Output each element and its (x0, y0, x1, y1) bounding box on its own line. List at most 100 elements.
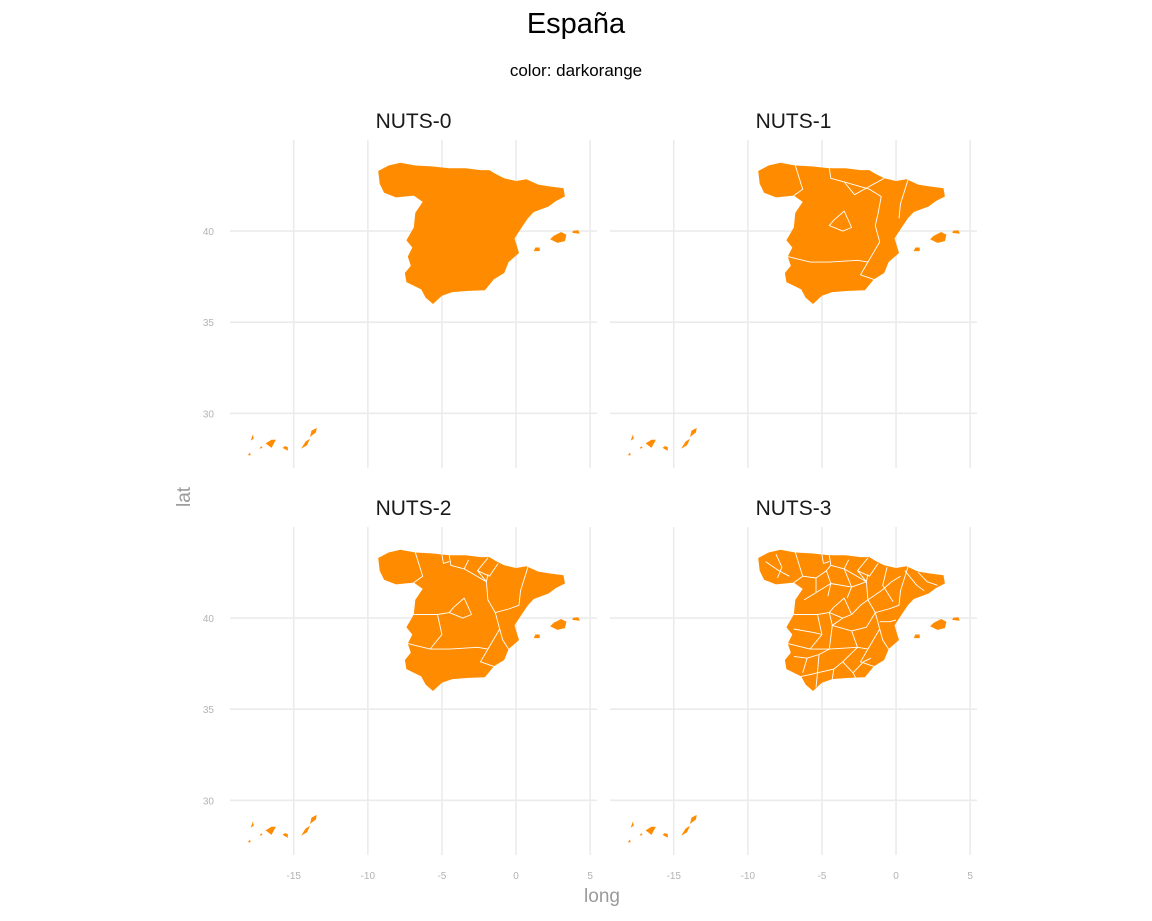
region-border (499, 628, 509, 650)
region-island (952, 230, 960, 234)
region-island (310, 814, 317, 824)
region-island (930, 619, 947, 630)
y-tick-label: 30 (203, 409, 215, 420)
y-tick-label: 40 (203, 227, 215, 238)
panel-label: NUTS-2 (376, 497, 452, 520)
region-border (787, 256, 868, 263)
region-border (448, 597, 473, 619)
region-border (828, 597, 853, 619)
region-island (690, 814, 697, 824)
region-border (828, 625, 833, 650)
region-border (867, 575, 901, 601)
region-island (627, 452, 631, 456)
region-border (898, 179, 909, 219)
region-border (831, 669, 835, 680)
region-border (828, 168, 882, 280)
region-island (630, 821, 634, 828)
region-island (572, 230, 580, 234)
region-island (282, 833, 288, 838)
y-tick-label: 35 (203, 318, 215, 329)
region-border (875, 604, 900, 614)
x-tick-label: -5 (437, 871, 446, 882)
y-tick-label: 35 (203, 705, 215, 716)
region-border (518, 566, 529, 606)
region-island (645, 439, 656, 448)
region-border (429, 614, 443, 650)
region-island (301, 438, 310, 449)
region-mainland (378, 549, 565, 691)
x-tick-label: -15 (286, 871, 301, 882)
x-tick-label: -10 (361, 871, 376, 882)
region-border (802, 658, 808, 673)
region-border (879, 619, 897, 623)
region-island (259, 446, 263, 449)
region-border (802, 565, 832, 579)
region-island (282, 446, 288, 451)
region-island (930, 232, 947, 243)
region-island (645, 826, 656, 835)
x-tick-label: 0 (893, 871, 899, 882)
region-border (463, 568, 501, 667)
region-border (843, 177, 885, 196)
region-mainland (378, 162, 565, 304)
region-island (681, 825, 690, 836)
region-island (550, 619, 567, 630)
region-border (441, 554, 450, 564)
region-border (917, 572, 938, 586)
region-island (572, 617, 580, 621)
panel-label: NUTS-0 (376, 110, 452, 133)
region-border (448, 555, 470, 570)
x-tick-label: 5 (967, 871, 973, 882)
region-border (879, 628, 889, 650)
panel-label: NUTS-1 (756, 110, 832, 133)
y-tick-label: 40 (203, 614, 215, 625)
region-border (801, 672, 818, 677)
map-panel-nuts-2: NUTS-2 30 35 40 -15 -10 -5 0 5 (203, 497, 597, 882)
region-border (775, 554, 783, 579)
region-island (913, 634, 920, 639)
region-island (690, 427, 697, 437)
region-border (815, 581, 867, 593)
region-border (765, 561, 790, 577)
region-border (407, 643, 488, 650)
region-border (817, 646, 858, 674)
region-island (913, 247, 920, 252)
chart-subtitle: color: darkorange (509, 61, 643, 80)
region-island (627, 839, 631, 843)
region-island (247, 839, 251, 843)
region-island (259, 833, 263, 836)
region-island (662, 833, 668, 838)
region-island (265, 826, 276, 835)
region-island (952, 617, 960, 621)
map-panel-nuts-0: NUTS-0 30 35 40 (203, 110, 597, 468)
y-tick-label: 30 (203, 796, 215, 807)
region-border (882, 566, 894, 602)
region-island (639, 833, 643, 836)
region-border (851, 630, 858, 648)
region-island (550, 232, 567, 243)
region-island (310, 427, 317, 437)
region-island (250, 821, 254, 828)
panel-label: NUTS-3 (756, 497, 832, 520)
region-border (495, 604, 520, 614)
region-island (265, 439, 276, 448)
region-island (533, 634, 540, 639)
x-axis-title: long (584, 886, 620, 907)
chart-title: España (526, 8, 626, 40)
region-border (793, 165, 804, 196)
region-border (413, 552, 424, 583)
region-border (904, 570, 925, 592)
region-border (793, 648, 830, 659)
x-tick-label: -15 (666, 871, 681, 882)
region-island (301, 825, 310, 836)
region-island (247, 452, 251, 456)
region-island (630, 434, 634, 441)
region-border (821, 554, 830, 564)
region-border (828, 210, 853, 232)
region-island (662, 446, 668, 451)
region-mainland (758, 549, 945, 691)
x-tick-label: 5 (587, 871, 593, 882)
map-panel-nuts-3: NUTS-3 -15 -10 -5 0 5 (610, 497, 977, 882)
region-border (828, 555, 850, 570)
